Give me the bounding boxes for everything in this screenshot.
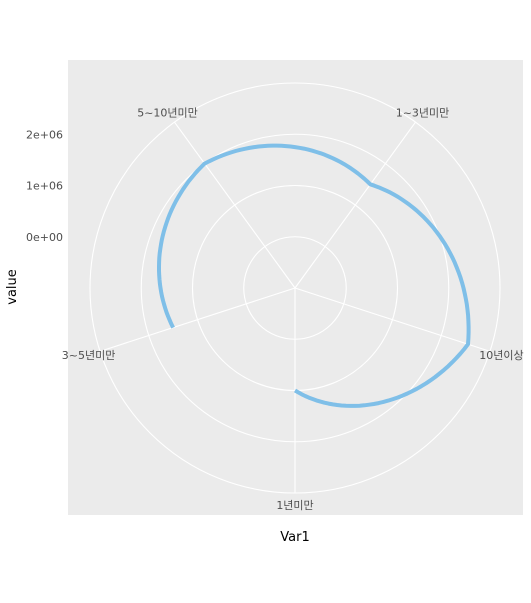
y-axis-title: value: [5, 269, 20, 305]
spoke-2: [294, 121, 416, 289]
spoke-4: [99, 287, 296, 352]
category-label-0: 1년미만: [276, 499, 313, 512]
category-label-1: 10년이상: [479, 349, 523, 362]
y-tick-label-2: 2e+06: [26, 128, 63, 141]
series-line-0: [157, 143, 471, 408]
spoke-1: [294, 287, 491, 352]
x-axis-title: Var1: [280, 530, 309, 545]
series: [157, 143, 471, 408]
y-tick-label-0: 0e+00: [26, 231, 63, 244]
category-labels: 1년미만 10년이상 1~3년미만 5~10년미만 3~5년미만: [62, 106, 524, 512]
category-label-4: 3~5년미만: [62, 349, 116, 362]
y-tick-labels: 0e+00 1e+06 2e+06: [26, 128, 63, 244]
category-label-3: 5~10년미만: [137, 106, 198, 119]
y-tick-label-1: 1e+06: [26, 180, 63, 193]
spoke-3: [174, 121, 296, 289]
category-label-2: 1~3년미만: [396, 106, 450, 119]
